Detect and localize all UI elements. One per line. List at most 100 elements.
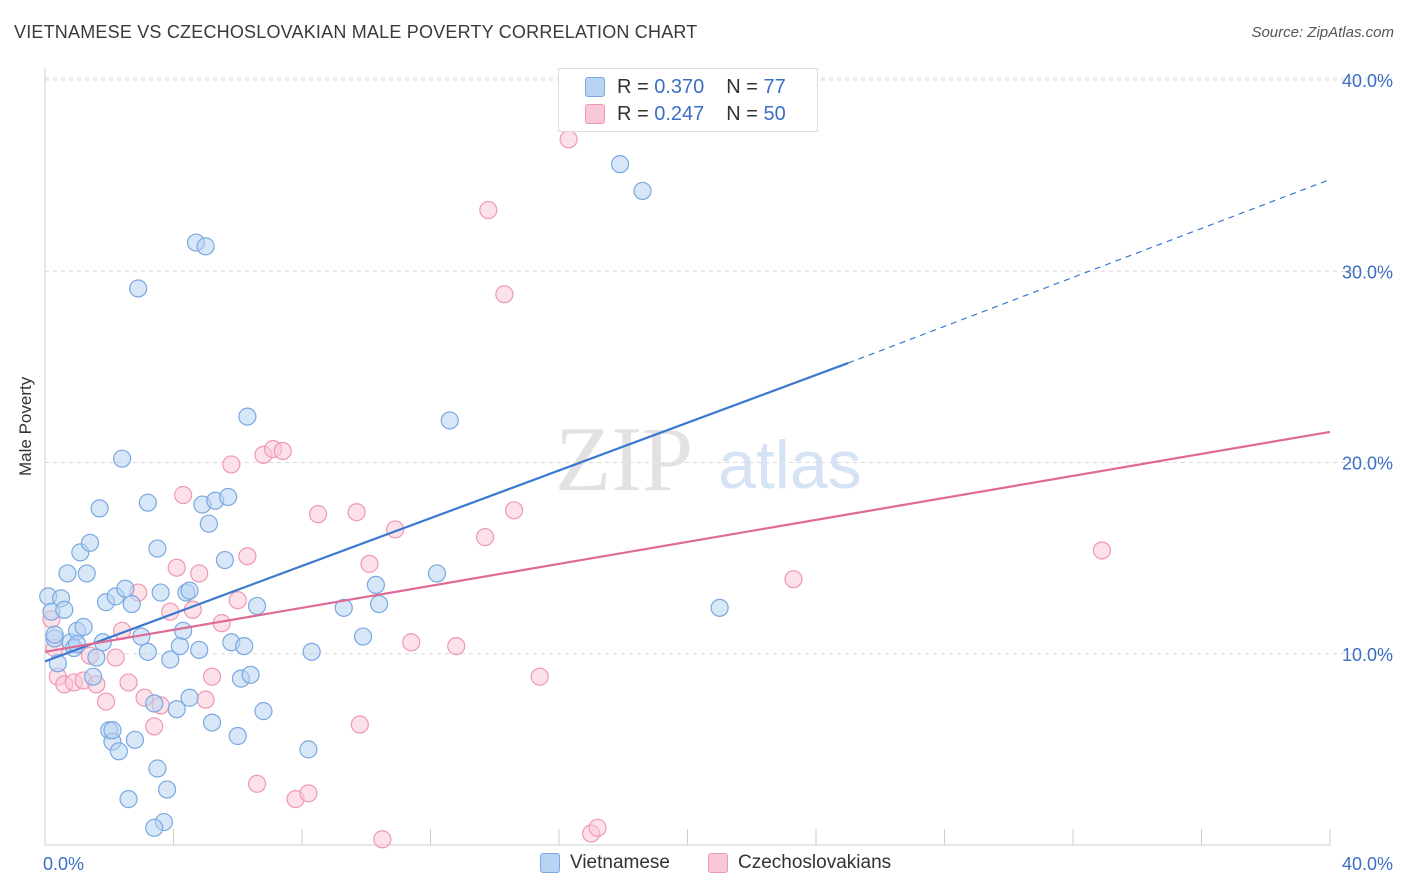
- legend-row-vietnamese: R = 0.370 N = 77: [585, 75, 786, 99]
- vietnamese-point: [710, 598, 729, 617]
- czech-swatch: [585, 104, 605, 124]
- vietnamese-point: [58, 564, 77, 583]
- czech-point: [347, 503, 366, 522]
- czech-point: [202, 667, 222, 686]
- chart-title: VIETNAMESE VS CZECHOSLOVAKIAN MALE POVER…: [14, 22, 698, 42]
- vietnamese-point: [125, 730, 145, 749]
- vietnamese-point: [138, 493, 157, 512]
- vietnamese-swatch: [585, 77, 605, 97]
- czech-point: [96, 692, 116, 711]
- czech-point: [360, 554, 379, 573]
- czech-point: [273, 441, 292, 461]
- vietnamese-point: [174, 621, 193, 640]
- czech-point: [119, 673, 138, 692]
- vietnamese-point: [103, 721, 122, 740]
- czech-point: [476, 527, 495, 547]
- czech-point: [299, 784, 318, 803]
- czech-point: [174, 485, 193, 505]
- vietnamese-point: [334, 598, 353, 617]
- y-tick-label: 10.0%: [1342, 645, 1393, 665]
- czech-point: [222, 455, 241, 474]
- vietnamese-point: [440, 411, 459, 430]
- vietnamese-point: [235, 636, 254, 656]
- vietnamese-trend-extension: [847, 178, 1331, 364]
- vietnamese-point: [219, 487, 238, 507]
- n-label: N =: [726, 102, 758, 125]
- vietnamese-trend-line: [44, 362, 849, 663]
- vietnamese-point: [148, 759, 167, 778]
- vietnamese-point: [119, 789, 138, 809]
- czech-n-value: 50: [763, 102, 786, 125]
- vietnamese-point: [238, 407, 257, 426]
- vietnamese-n-value: 77: [763, 75, 786, 98]
- czech-point: [402, 633, 421, 652]
- czech-point: [238, 547, 257, 566]
- czech-point: [196, 690, 215, 709]
- czech-point: [228, 591, 247, 610]
- czech-point: [167, 558, 186, 577]
- vietnamese-point: [45, 625, 64, 644]
- czech-point: [308, 505, 328, 524]
- vietnamese-point: [157, 780, 177, 799]
- chart-source: Source: ZipAtlas.com: [1251, 24, 1394, 41]
- correlation-legend: R = 0.370 N = 77 R = 0.247 N = 50: [558, 68, 818, 132]
- y-tick-label: 40.0%: [1342, 71, 1393, 91]
- vietnamese-point: [180, 581, 199, 600]
- vietnamese-point: [610, 155, 630, 174]
- r-label: R =: [617, 75, 649, 98]
- vietnamese-point: [196, 237, 215, 256]
- legend-label-czech: Czechoslovakians: [738, 852, 892, 873]
- czech-point: [559, 130, 578, 149]
- czech-point: [190, 564, 209, 583]
- legend-label-vietnamese: Vietnamese: [570, 852, 670, 873]
- vietnamese-point: [228, 726, 247, 746]
- x-tick-label: 0.0%: [43, 854, 84, 874]
- czech-point: [373, 830, 392, 849]
- vietnamese-swatch: [540, 853, 560, 873]
- vietnamese-point: [247, 596, 267, 616]
- vietnamese-point: [145, 694, 164, 713]
- n-label: N =: [726, 75, 758, 98]
- czech-point: [588, 818, 607, 837]
- vietnamese-point: [427, 564, 447, 583]
- vietnamese-point: [633, 181, 652, 201]
- vietnamese-r-value: 0.370: [654, 75, 705, 98]
- vietnamese-point: [366, 575, 385, 595]
- vietnamese-point: [215, 550, 234, 570]
- czech-point: [447, 636, 466, 656]
- vietnamese-point: [190, 640, 209, 660]
- czech-point: [495, 285, 514, 304]
- y-tick-label: 30.0%: [1342, 262, 1393, 282]
- vietnamese-point: [109, 742, 128, 761]
- czech-point: [530, 667, 549, 686]
- watermark-atlas: atlas: [718, 427, 862, 503]
- vietnamese-point: [77, 564, 96, 583]
- vietnamese-point: [90, 499, 109, 518]
- vietnamese-point: [254, 702, 273, 721]
- vietnamese-point: [161, 650, 180, 669]
- vietnamese-point: [122, 594, 141, 614]
- vietnamese-point: [202, 713, 222, 732]
- vietnamese-point: [116, 579, 135, 598]
- legend-item-czech: Czechoslovakians: [708, 852, 891, 874]
- watermark-zip: ZIP: [555, 408, 693, 510]
- legend-row-czech: R = 0.247 N = 50: [585, 102, 786, 126]
- czech-point: [106, 648, 125, 667]
- vietnamese-point: [167, 700, 186, 719]
- vietnamese-point: [241, 665, 260, 684]
- x-tick-label: 40.0%: [1342, 854, 1393, 874]
- vietnamese-point: [55, 600, 74, 619]
- vietnamese-point: [112, 449, 132, 468]
- y-axis-label: Male Poverty: [16, 376, 35, 476]
- r-label: R =: [617, 102, 649, 125]
- vietnamese-point: [199, 514, 218, 533]
- vietnamese-point: [302, 642, 321, 661]
- czech-point: [1092, 541, 1112, 560]
- vietnamese-point: [148, 539, 167, 558]
- czech-point: [145, 717, 164, 736]
- czech-point: [784, 570, 803, 589]
- vietnamese-point: [129, 279, 148, 298]
- czech-trend-line: [44, 430, 1331, 653]
- czech-point: [350, 715, 369, 734]
